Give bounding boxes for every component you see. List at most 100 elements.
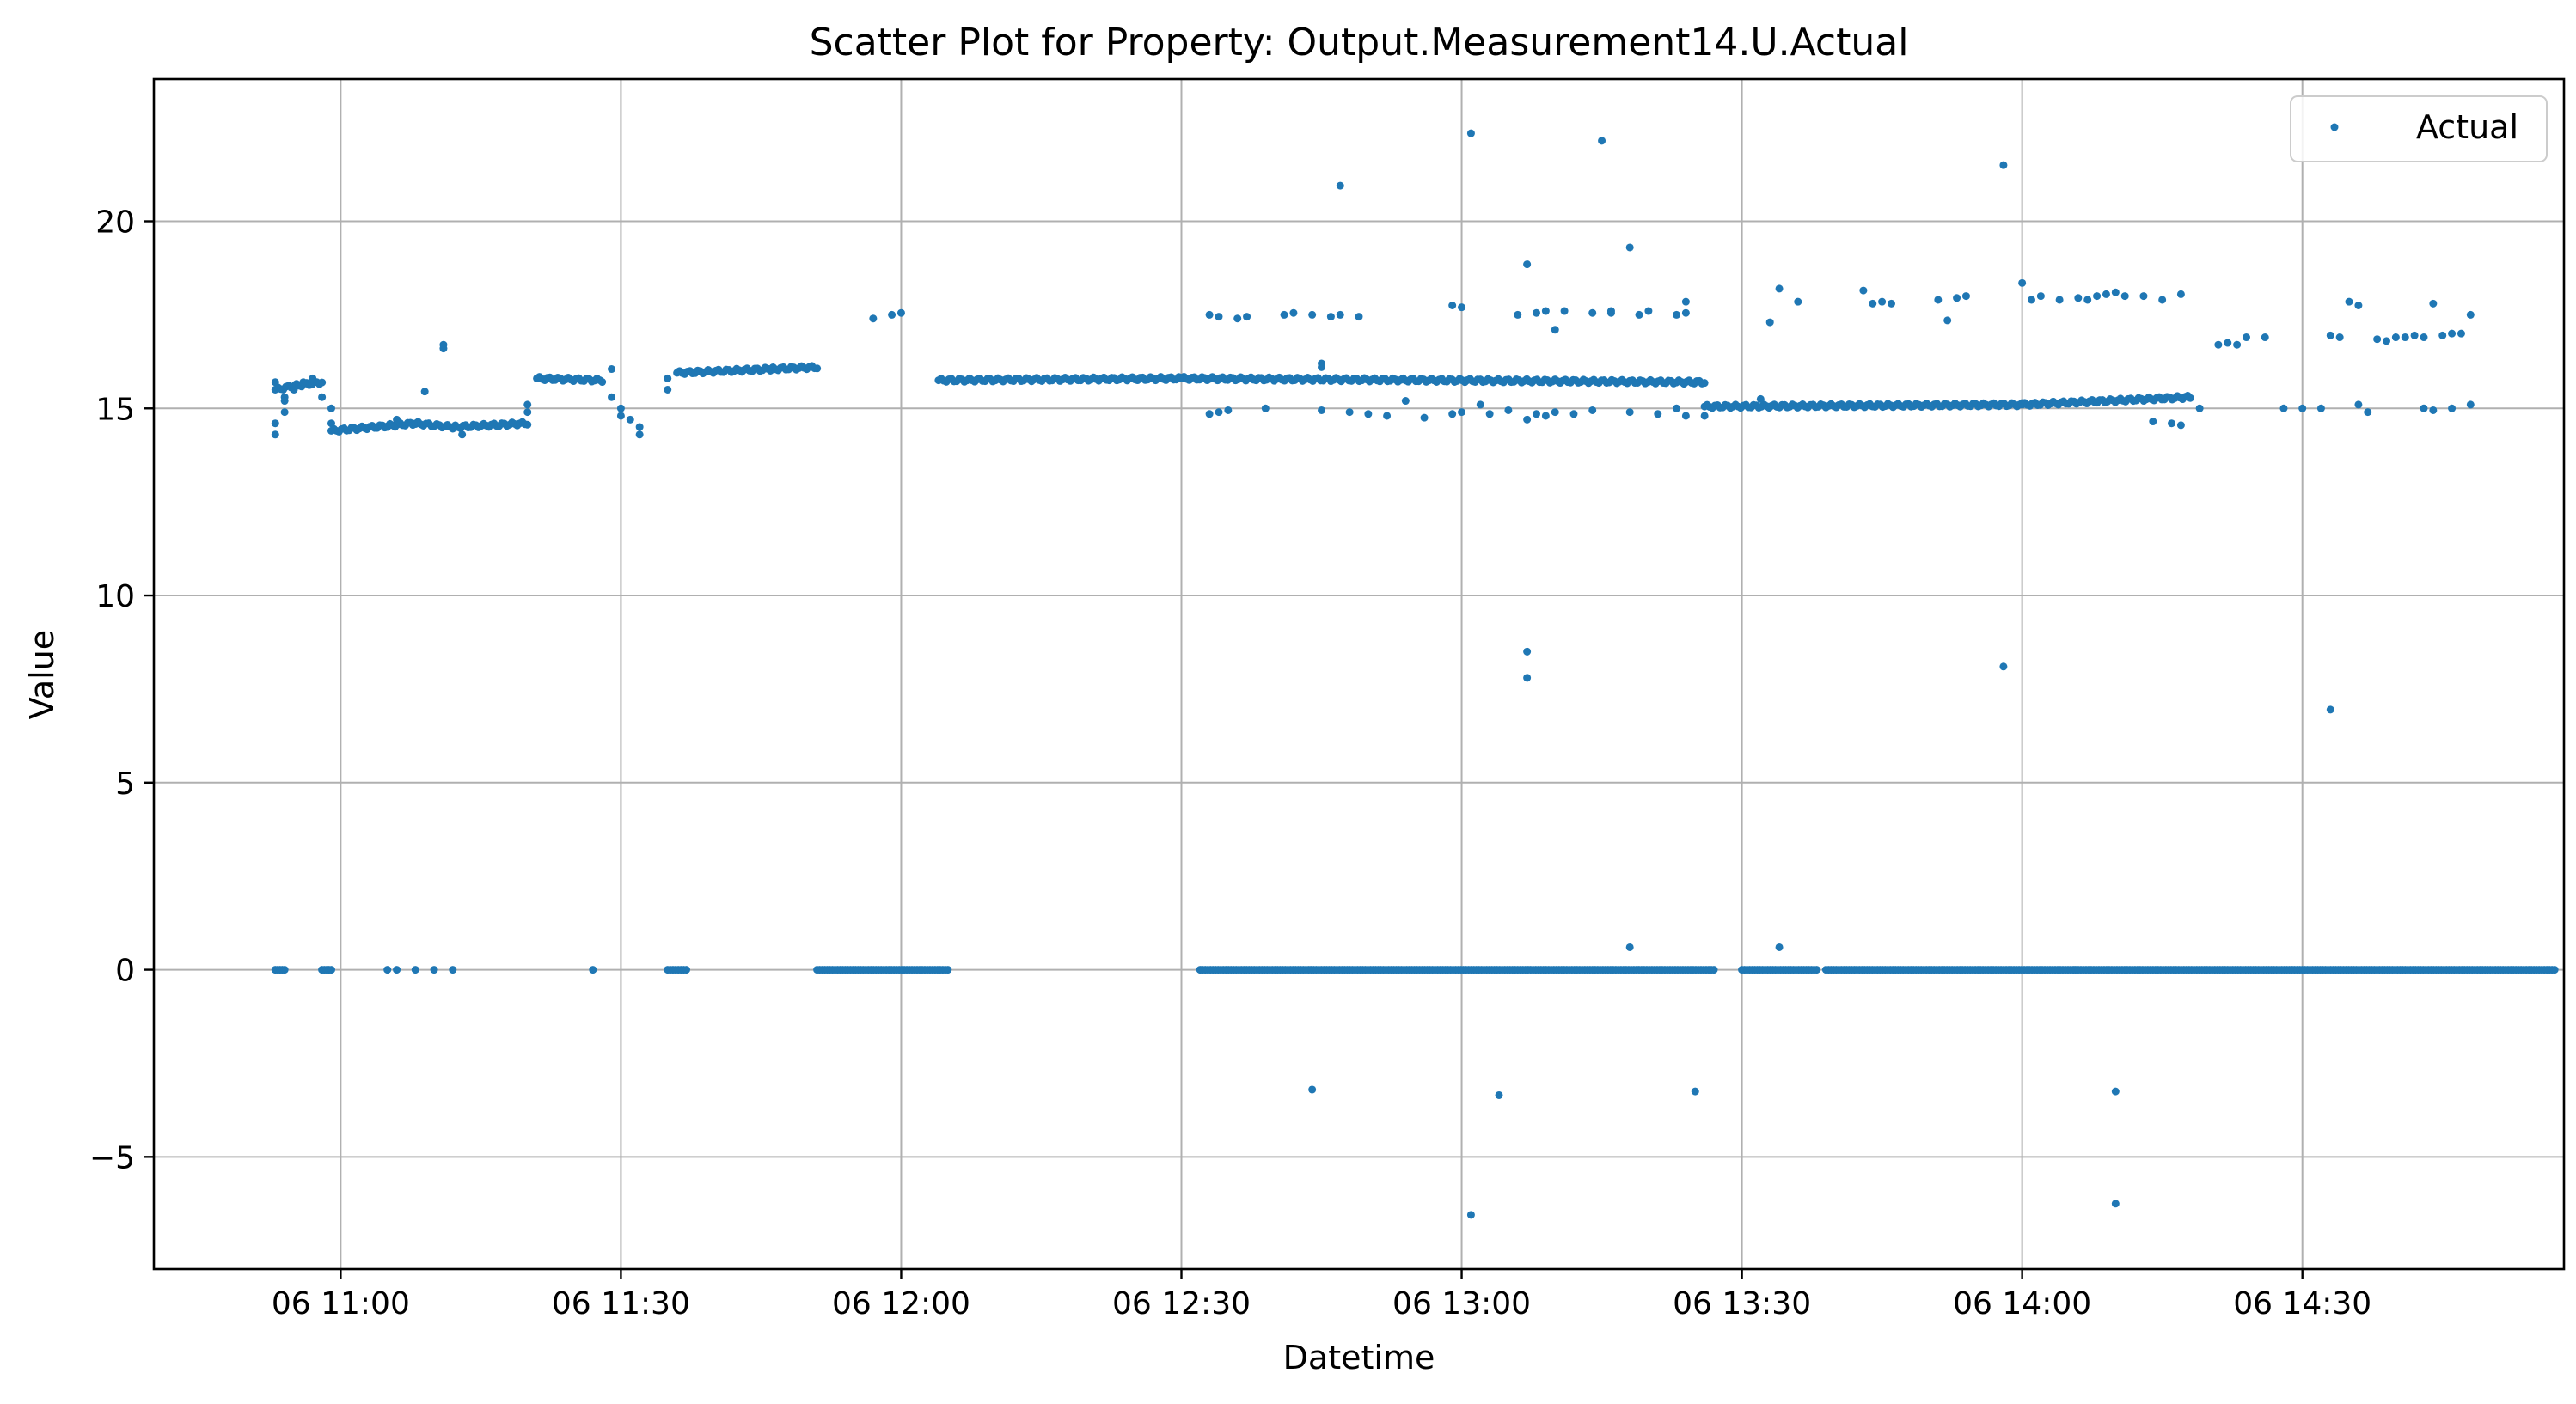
data-point [1953, 294, 1961, 302]
data-point [1466, 1211, 1475, 1219]
data-point [327, 404, 335, 412]
data-point [635, 423, 644, 431]
data-point [2354, 400, 2363, 409]
data-point [2036, 292, 2045, 301]
data-point [1700, 412, 1709, 420]
data-point [383, 423, 392, 431]
data-point [1308, 310, 1317, 319]
data-point [1495, 1090, 1503, 1099]
data-point [1654, 410, 1662, 418]
data-point [309, 374, 317, 382]
data-point [1401, 397, 1410, 406]
data-point [327, 966, 335, 974]
data-point [2018, 278, 2027, 287]
data-point [1756, 394, 1765, 403]
data-point [411, 966, 419, 974]
data-point [2326, 705, 2334, 714]
data-point [2158, 296, 2167, 304]
data-point [1999, 662, 2008, 671]
data-point [1551, 326, 1559, 334]
data-point [1625, 943, 1634, 951]
data-point [1504, 406, 1513, 414]
data-point [2420, 404, 2428, 412]
data-point [1569, 410, 1578, 418]
data-point [608, 393, 616, 401]
data-point [813, 364, 822, 373]
data-point [1869, 299, 1877, 308]
data-point [420, 388, 429, 396]
data-point [2149, 418, 2157, 426]
x-axis-label: Datetime [1283, 1339, 1435, 1377]
data-point [1532, 410, 1540, 418]
chart-title: Scatter Plot for Property: Output.Measur… [810, 21, 1909, 64]
data-point [1280, 310, 1288, 319]
data-point [1318, 406, 1326, 414]
data-point [2083, 296, 2092, 304]
data-point [318, 393, 327, 401]
data-point [1700, 379, 1709, 388]
data-point [2410, 331, 2419, 339]
x-tick-label: 06 14:00 [1953, 1286, 2091, 1322]
data-point [1383, 412, 1392, 420]
data-point [2093, 292, 2102, 301]
data-point [1523, 415, 1532, 424]
data-point [1466, 129, 1475, 137]
data-point [1448, 410, 1457, 418]
data-point [2429, 299, 2438, 308]
data-point [2383, 337, 2391, 345]
data-point [1215, 313, 1223, 321]
data-point [1560, 307, 1569, 315]
data-point [2391, 333, 2400, 342]
data-point [1541, 307, 1550, 315]
data-point [2261, 333, 2269, 342]
data-point [2420, 333, 2428, 342]
data-point [1943, 316, 1952, 325]
data-point [1625, 408, 1634, 417]
data-point [458, 430, 467, 439]
plot-frame [152, 77, 2566, 1271]
data-point [1765, 318, 1774, 327]
data-point [1878, 297, 1887, 306]
x-tick-label: 06 11:00 [272, 1286, 410, 1322]
data-point [1364, 410, 1373, 418]
x-tick-label: 06 12:00 [832, 1286, 970, 1322]
y-tick-label: 20 [95, 205, 135, 241]
data-point [1233, 314, 1242, 323]
data-point [1681, 308, 1690, 317]
data-point [449, 966, 457, 974]
data-point [608, 365, 616, 374]
y-tick-label: 0 [115, 954, 135, 989]
data-point [626, 415, 634, 424]
legend-label: Actual [2416, 108, 2518, 146]
data-point [1541, 412, 1550, 420]
data-point [280, 408, 289, 417]
data-point [1420, 413, 1429, 422]
data-point [2176, 421, 2185, 430]
data-point [944, 966, 952, 974]
data-point [1775, 943, 1784, 951]
data-point [1625, 243, 1634, 252]
data-point [1813, 966, 1821, 974]
data-point [1887, 299, 1895, 308]
data-point [1289, 308, 1298, 317]
data-point [1999, 161, 2008, 169]
data-point [1644, 307, 1653, 315]
data-point [1606, 308, 1615, 317]
data-point [318, 378, 327, 387]
data-point [523, 400, 532, 409]
data-point [1673, 310, 1681, 319]
data-point [1859, 286, 1868, 295]
data-point [1523, 647, 1532, 656]
data-point [1458, 303, 1466, 312]
data-point [1336, 181, 1344, 190]
data-point [1934, 296, 1943, 304]
data-point [1681, 412, 1690, 420]
data-point [616, 412, 625, 420]
x-tick-label: 06 14:30 [2233, 1286, 2371, 1322]
data-point [2279, 404, 2288, 412]
data-point [2074, 294, 2083, 302]
y-tick-label: 10 [95, 579, 135, 614]
data-point [1215, 408, 1223, 417]
data-point [2373, 335, 2382, 344]
